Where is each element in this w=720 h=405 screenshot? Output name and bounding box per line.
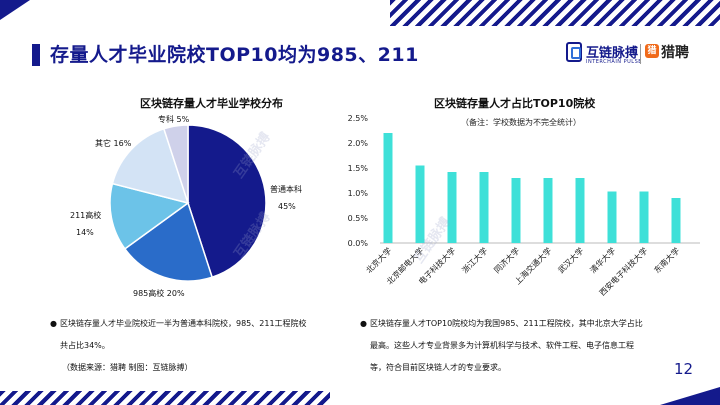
footer-stripes: [0, 391, 330, 405]
pie-slice-label: 专科 5%: [158, 114, 190, 124]
interchain-pulse-logo: 互链脉搏 INTERCHAIN PULSE: [566, 40, 642, 70]
page-number: 12: [674, 360, 694, 378]
bar: [607, 191, 617, 243]
bar-chart-title: 区块链存量人才占比TOP10院校: [434, 97, 596, 110]
bar-chart-note: （备注：学校数据为不完全统计）: [461, 118, 581, 127]
pie-slice-label: 其它 16%: [95, 138, 132, 148]
x-tick-label: 东南大学: [652, 245, 682, 275]
pie-chart-title: 区块链存量人才毕业学校分布: [140, 97, 283, 110]
y-tick-label: 2.5%: [348, 114, 369, 123]
bullet-text-line: 区块链存量人才毕业院校近一半为普通本科院校，985、211工程院校: [60, 319, 307, 328]
data-source: （数据来源：猎聘 制图：互链脉搏）: [62, 363, 193, 372]
y-tick-label: 1.5%: [348, 164, 369, 173]
page-title: 存量人才毕业院校TOP10均为985、211: [50, 44, 419, 66]
pie-slice-value: 45%: [278, 202, 296, 211]
right-bullet: ● 区块链存量人才TOP10院校均为我国985、211工程院校，其中北京大学占比…: [360, 313, 700, 379]
corner-decoration: [0, 0, 30, 20]
pie-slice: [111, 127, 190, 205]
interchain-logo-icon: [566, 42, 582, 62]
bullet-icon: ●: [50, 319, 57, 328]
left-bullet: ● 区块链存量人才毕业院校近一半为普通本科院校，985、211工程院校 共占比3…: [50, 313, 360, 357]
bullet-text-line: 共占比34%。: [60, 341, 110, 350]
bar: [671, 198, 681, 243]
pie-slice: [123, 201, 214, 282]
pie-chart: 普通本科 45% 985高校 20% 211高校 14% 其它 16% 专科 5%: [70, 114, 302, 298]
pie-slice: [162, 124, 189, 204]
pie-slice-label: 普通本科: [270, 184, 302, 194]
x-tick-label: 武汉大学: [556, 245, 586, 275]
x-tick-label: 同济大学: [492, 245, 522, 275]
x-tick-label: 清华大学: [588, 245, 618, 275]
bar: [447, 172, 457, 243]
pie-slice-label: 211高校: [70, 210, 101, 220]
logo-subtitle: INTERCHAIN PULSE: [586, 59, 642, 65]
bar: [639, 191, 649, 243]
bar: [415, 165, 425, 243]
y-tick-label: 2.0%: [348, 139, 369, 148]
pie-slice: [109, 182, 190, 250]
y-tick-label: 1.0%: [348, 189, 369, 198]
bar: [575, 178, 585, 243]
bullet-text-line: 等，符合目前区块链人才的专业要求。: [370, 363, 506, 372]
pie-slice: [187, 124, 267, 279]
bullet-text-line: 区块链存量人才TOP10院校均为我国985、211工程院校，其中北京大学占比: [370, 319, 643, 328]
bar: [383, 133, 393, 243]
logo-divider: [640, 44, 641, 64]
logo-name: 猎聘: [661, 45, 689, 61]
liepin-logo-icon: 猎: [645, 44, 659, 58]
title-accent-bar: [32, 44, 40, 66]
bar: [511, 178, 521, 243]
corner-decoration: [660, 387, 720, 405]
bar-chart: 0.0%0.5%1.0%1.5%2.0%2.5%北京大学北京邮电大学电子科技大学…: [348, 114, 700, 298]
pie-slice-label: 985高校 20%: [133, 288, 185, 298]
bullet-text-line: 最高。这些人才专业背景多为计算机科学与技术、软件工程、电子信息工程: [370, 341, 634, 350]
bar: [543, 178, 553, 243]
bullet-icon: ●: [360, 319, 367, 328]
y-tick-label: 0.5%: [348, 214, 369, 223]
pie-slice-value: 14%: [76, 228, 94, 237]
y-tick-label: 0.0%: [348, 239, 369, 248]
header-stripes: [390, 0, 720, 26]
logo-name: 互链脉搏: [586, 46, 639, 61]
x-tick-label: 浙江大学: [460, 245, 490, 275]
bar: [479, 172, 489, 243]
x-tick-label: 北京大学: [364, 245, 394, 275]
